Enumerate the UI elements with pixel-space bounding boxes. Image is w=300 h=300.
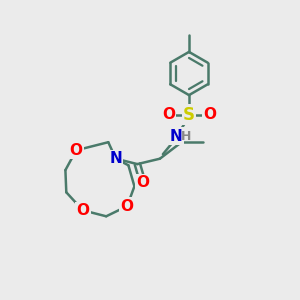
Text: N: N: [170, 129, 183, 144]
Text: O: O: [162, 107, 175, 122]
Text: H: H: [181, 130, 191, 143]
Text: O: O: [121, 199, 134, 214]
Text: O: O: [203, 107, 216, 122]
Text: O: O: [76, 203, 89, 218]
Text: S: S: [183, 106, 195, 124]
Text: O: O: [136, 175, 149, 190]
Text: O: O: [70, 143, 83, 158]
Text: N: N: [110, 151, 122, 166]
